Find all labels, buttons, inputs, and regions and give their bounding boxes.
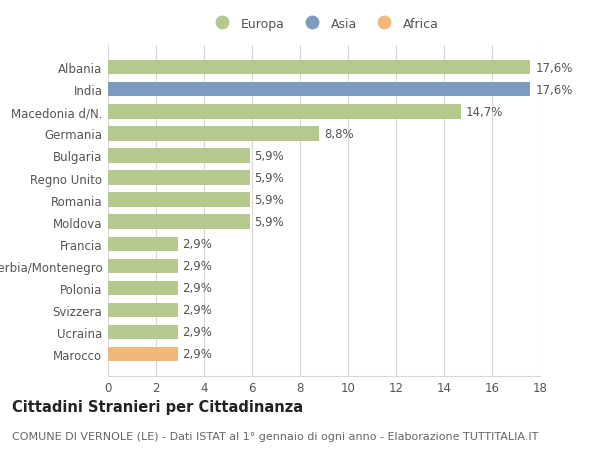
Bar [108, 61, 530, 75]
Text: COMUNE DI VERNOLE (LE) - Dati ISTAT al 1° gennaio di ogni anno - Elaborazione TU: COMUNE DI VERNOLE (LE) - Dati ISTAT al 1… [12, 431, 538, 442]
Bar [108, 347, 178, 361]
Text: 2,9%: 2,9% [182, 238, 212, 251]
Text: 5,9%: 5,9% [254, 216, 284, 229]
Bar [108, 83, 530, 97]
Text: 2,9%: 2,9% [182, 326, 212, 339]
Bar [108, 237, 178, 252]
Text: 5,9%: 5,9% [254, 172, 284, 185]
Bar [108, 259, 178, 273]
Text: 2,9%: 2,9% [182, 348, 212, 361]
Text: 8,8%: 8,8% [324, 128, 353, 140]
Text: 14,7%: 14,7% [466, 106, 503, 118]
Text: Cittadini Stranieri per Cittadinanza: Cittadini Stranieri per Cittadinanza [12, 399, 303, 414]
Bar [108, 127, 319, 141]
Bar [108, 171, 250, 185]
Text: 5,9%: 5,9% [254, 150, 284, 162]
Text: 2,9%: 2,9% [182, 304, 212, 317]
Text: 2,9%: 2,9% [182, 260, 212, 273]
Bar [108, 215, 250, 230]
Text: 17,6%: 17,6% [535, 84, 572, 96]
Bar [108, 105, 461, 119]
Legend: Europa, Asia, Africa: Europa, Asia, Africa [206, 15, 442, 33]
Bar [108, 325, 178, 339]
Bar [108, 193, 250, 207]
Bar [108, 149, 250, 163]
Text: 2,9%: 2,9% [182, 282, 212, 295]
Text: 17,6%: 17,6% [535, 62, 572, 74]
Bar [108, 303, 178, 317]
Bar [108, 281, 178, 295]
Text: 5,9%: 5,9% [254, 194, 284, 207]
